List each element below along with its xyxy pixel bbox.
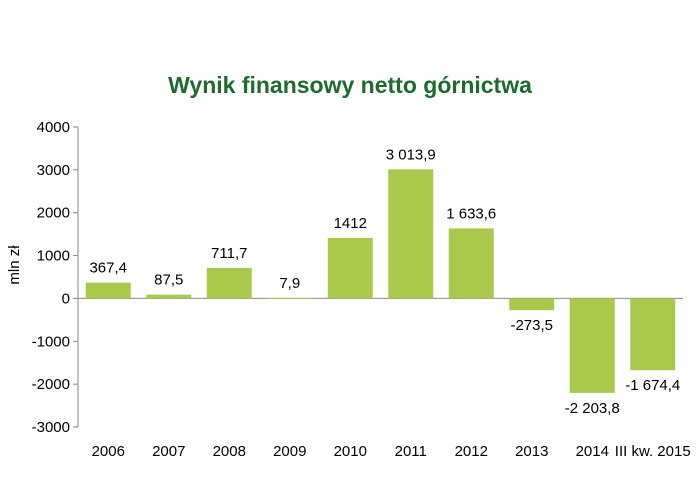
y-tick-label: 1000	[37, 248, 70, 265]
bar-2010	[327, 237, 373, 299]
bar-2007	[146, 294, 192, 299]
x-tick-label: 2007	[152, 443, 185, 460]
data-label: -2 203,8	[565, 400, 620, 417]
x-tick-label: III kw. 2015	[615, 443, 691, 460]
bar-2013	[509, 298, 555, 311]
data-label: -273,5	[510, 317, 553, 334]
data-label: 711,7	[211, 245, 247, 262]
x-tick-label: 2013	[515, 443, 548, 460]
y-tick-label: -2000	[32, 376, 70, 393]
x-tick-label: 2006	[92, 443, 125, 460]
data-label: 3 013,9	[386, 146, 436, 163]
y-tick-label: -1000	[32, 333, 70, 350]
bar-2009	[267, 298, 313, 299]
x-tick-label: 2012	[455, 443, 488, 460]
bar-2014	[569, 298, 615, 393]
x-tick-label: 2010	[334, 443, 367, 460]
x-tick-label: 2009	[273, 443, 306, 460]
bar-III-kw.-2015	[630, 298, 676, 371]
x-tick-label: 2014	[576, 443, 609, 460]
x-tick-label: 2008	[213, 443, 246, 460]
bar-2006	[85, 282, 131, 299]
data-label: -1 674,4	[625, 377, 680, 394]
y-tick-label: 4000	[37, 119, 70, 136]
bar-2011	[388, 169, 434, 299]
chart-title: Wynik finansowy netto górnictwa	[168, 72, 532, 98]
x-tick-label: 2011	[395, 443, 427, 460]
data-label: 367,4	[89, 260, 127, 277]
y-tick-label: 0	[62, 290, 70, 307]
y-tick-label: 3000	[37, 162, 70, 179]
data-label: 87,5	[154, 272, 183, 289]
y-axis-label: mln zł	[6, 245, 23, 285]
data-label: 7,9	[279, 275, 300, 292]
bar-2012	[448, 228, 494, 299]
y-tick-label: 2000	[37, 205, 70, 222]
labels: 4000 3000 2000 1000 0 -1000 -2000 -3000 mln zł 36…	[6, 119, 691, 460]
bars	[85, 169, 676, 393]
data-label: 1412	[334, 215, 367, 232]
y-tick-label: -3000	[32, 419, 70, 436]
bar-2008	[206, 267, 252, 299]
data-label: 1 633,6	[446, 205, 496, 222]
